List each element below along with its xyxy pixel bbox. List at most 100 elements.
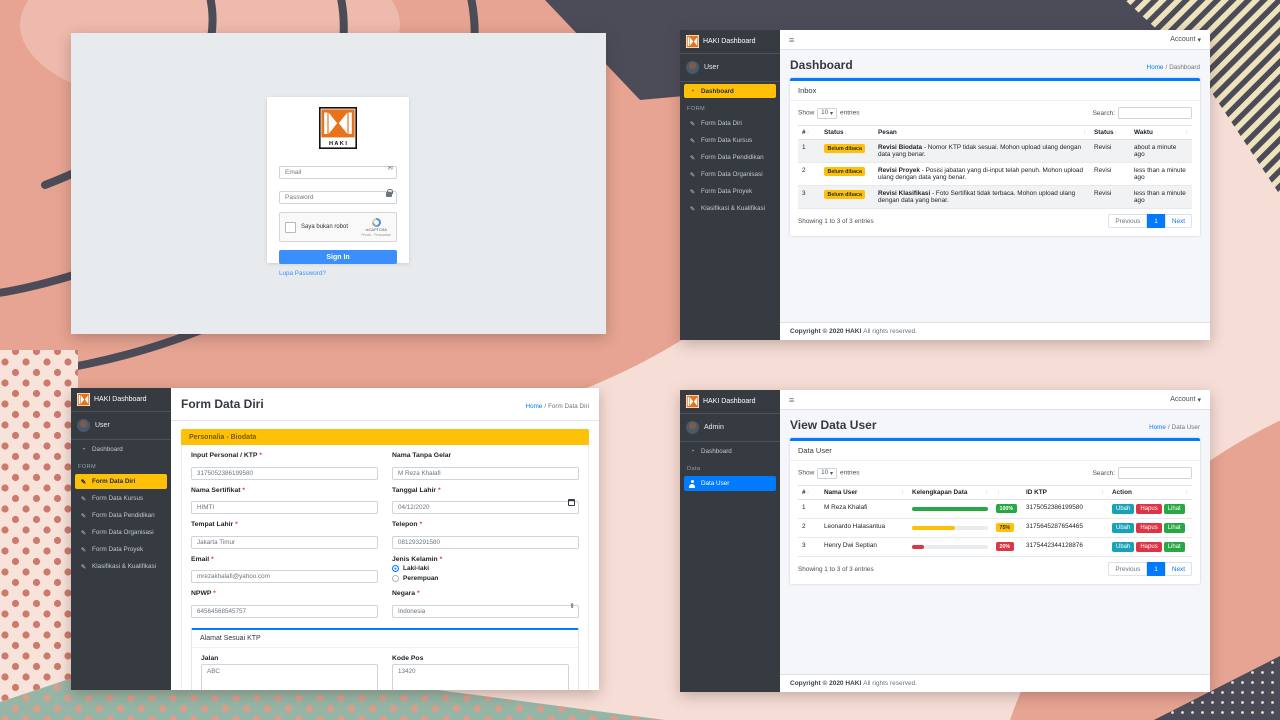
users-table: #↕ Nama User ↕ Kelengkapan Data ↕ ↕ ID KTP… [798,485,1192,557]
pagination-previous[interactable]: Previous [1108,214,1148,228]
col-badge[interactable]: ↕ [992,485,1022,500]
percent-badge: 100% [996,504,1017,513]
account-menu[interactable]: Account ▾ [1170,396,1201,404]
sidebar-item-dashboard[interactable]: ◔ Dashboard [75,442,167,456]
field-label: Negara * [392,590,420,597]
calendar-icon[interactable] [568,499,575,506]
sidebar-user[interactable]: Admin [680,414,780,442]
password-field[interactable] [279,191,397,204]
gelar-input[interactable] [392,466,579,480]
ubah-button[interactable]: Ubah [1112,542,1135,552]
npwp-input[interactable] [191,604,378,618]
chevron-down-icon: ▾ [1197,36,1201,44]
hapus-button[interactable]: Hapus [1136,504,1162,514]
sidebar-item-dashboard[interactable]: ◔ Dashboard [684,444,776,458]
hamburger-icon[interactable]: ≡ [789,34,795,45]
sidebar-item-form-data-diri[interactable]: ✎ Form Data Diri [689,120,742,128]
pagination-next[interactable]: Next [1164,214,1192,228]
sort-icon: ↕ [806,490,810,496]
sidebar-item-form-data-kursus[interactable]: ✎ Form Data Kursus [80,495,144,503]
col-status2[interactable]: Status↕ [1090,125,1130,140]
breadcrumb-home[interactable]: Home [1149,424,1166,431]
lihat-button[interactable]: Lihat [1163,504,1185,514]
cell-waktu: less than a minute ago [1130,162,1192,186]
recaptcha-checkbox[interactable] [285,221,296,233]
ubah-button[interactable]: Ubah [1112,504,1135,514]
sidebar-user[interactable]: User [680,54,780,82]
col-kelengkapan[interactable]: Kelengkapan Data ↕ [908,485,992,500]
telepon-input[interactable] [392,535,579,549]
ubah-button[interactable]: Ubah [1112,523,1135,533]
sidebar-item-dashboard[interactable]: ◔ Dashboard [684,84,776,98]
col-status[interactable]: Status↕ [820,125,874,140]
negara-select[interactable] [392,604,579,618]
sidebar-user[interactable]: User [71,412,171,440]
page-length-select[interactable]: 10 ▾ [817,467,837,479]
tempat-lahir-input[interactable] [191,535,378,549]
recaptcha-links[interactable]: Privasi - Persyaratan [361,232,391,237]
search-input[interactable] [1118,107,1192,119]
sidebar-item-form-data-pendidikan[interactable]: ✎ Form Data Pendidikan [80,512,155,520]
brand[interactable]: HAKI Dashboard [680,390,780,414]
field-email: Email * [191,556,378,583]
sidebar-item-data-user[interactable]: Data User [684,476,776,491]
page-length-select[interactable]: 10 ▾ [817,107,837,119]
pagination-next[interactable]: Next [1164,562,1192,576]
pagination-page-1[interactable]: 1 [1147,562,1165,576]
cell-waktu: less than a minute ago [1130,185,1192,209]
tanggal-lahir-input[interactable] [392,501,579,514]
lihat-button[interactable]: Lihat [1163,523,1185,533]
gauge-icon: ◔ [81,445,86,453]
jalan-textarea[interactable]: ABC [201,664,378,690]
forgot-password-link[interactable]: Lupa Password? [279,270,326,277]
sidebar-item-form-data-proyek[interactable]: ✎ Form Data Proyek [80,546,144,554]
col-num[interactable]: #↕ [798,485,820,500]
ktp-input[interactable] [191,466,378,480]
haki-logo: H A K I [319,107,357,149]
col-pesan[interactable]: Pesan ↕ [874,125,1090,140]
cell-waktu: about a minute ago [1130,139,1192,163]
cell-badge: 100% [992,499,1022,519]
brand[interactable]: HAKI Dashboard [680,30,780,54]
radio-unselected[interactable] [392,574,399,582]
page-header: View Data User Home / Data User [780,410,1210,438]
sidebar-item-form-data-organisasi[interactable]: ✎ Form Data Organisasi [80,529,154,537]
table-header-row: #↕ Status↕ Pesan ↕ Status↕ Waktu ↕ [798,125,1192,140]
email-field[interactable] [279,166,397,179]
message-text: - Foto Sertifikat tidak terbaca. Mohon u… [878,190,1076,204]
sidebar-item-form-data-diri[interactable]: ✎ Form Data Diri [75,474,167,489]
sidebar-item-klasifikasi[interactable]: ✎ Klasifikasi & Kualifikasi [689,205,766,213]
brand[interactable]: HAKI Dashboard [71,388,171,412]
col-waktu[interactable]: Waktu ↕ [1130,125,1192,140]
col-idktp[interactable]: ID KTP ↕ [1022,485,1108,500]
pagination-page-1[interactable]: 1 [1147,214,1165,228]
kodepos-textarea[interactable]: 13420 [392,664,569,690]
search-input[interactable] [1118,467,1192,479]
sidebar-item-form-data-organisasi[interactable]: ✎ Form Data Organisasi [689,171,763,179]
pagination-previous[interactable]: Previous [1108,562,1148,576]
sidebar-item-form-data-proyek[interactable]: ✎ Form Data Proyek [689,188,753,196]
lihat-button[interactable]: Lihat [1163,542,1185,552]
cell-progress [908,518,992,538]
sidebar-item-form-data-pendidikan[interactable]: ✎ Form Data Pendidikan [689,154,764,162]
col-action[interactable]: Action ↕ [1108,485,1192,500]
col-nama[interactable]: Nama User ↕ [820,485,908,500]
hapus-button[interactable]: Hapus [1136,523,1162,533]
main-area: ≡ Account ▾ Dashboard Home / Dashboard Inbo… [780,30,1210,340]
cell-nama: Henry Dwi Septian [820,537,908,557]
sertifikat-input[interactable] [191,501,378,514]
sidebar-item-form-data-kursus[interactable]: ✎ Form Data Kursus [689,137,753,145]
field-label: Kode Pos [392,654,424,662]
form-body: Input Personal / KTP * Nama Tanpa Gelar … [181,445,589,690]
hapus-button[interactable]: Hapus [1136,542,1162,552]
email-input[interactable] [191,570,378,583]
account-menu[interactable]: Account ▾ [1170,36,1201,44]
hamburger-icon[interactable]: ≡ [789,394,795,405]
recaptcha-icon [369,215,383,229]
sign-in-button[interactable]: Sign In [279,250,397,264]
col-num[interactable]: #↕ [798,125,820,140]
breadcrumb-home[interactable]: Home [1146,64,1164,71]
radio-selected[interactable] [392,565,399,572]
breadcrumb-home[interactable]: Home [525,403,543,410]
sidebar-item-klasifikasi[interactable]: ✎ Klasifikasi & Kualifikasi [80,563,157,571]
